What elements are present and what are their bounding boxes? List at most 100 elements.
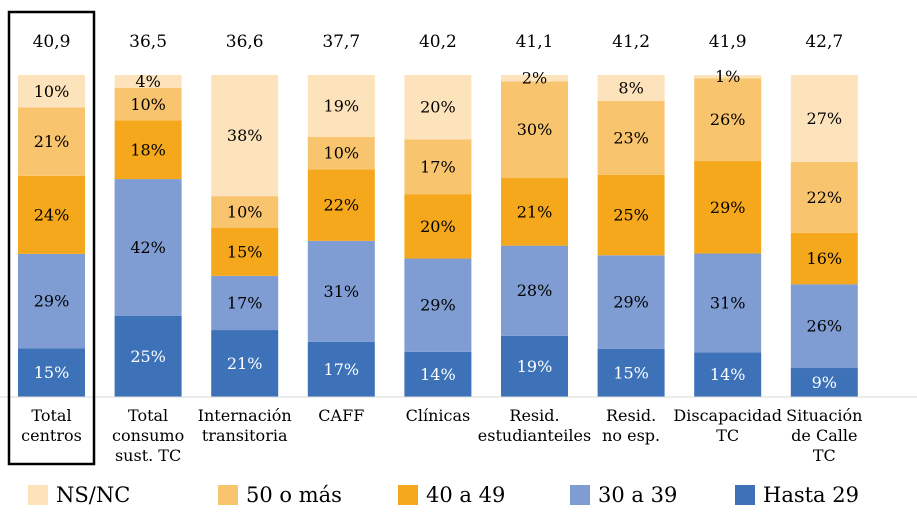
bar-segment: [694, 75, 762, 79]
segment-value-label: 10%: [324, 144, 360, 163]
segment-value-label: 20%: [420, 217, 456, 236]
segment-value-label: 15%: [613, 363, 649, 382]
segment-value-label: 16%: [807, 249, 843, 268]
segment-value-label: 21%: [517, 202, 553, 221]
bar-segment: [694, 161, 762, 254]
bar-segment: [597, 174, 665, 256]
total-value-label: 42,7: [805, 32, 843, 52]
bar-segment: [211, 196, 279, 229]
category-label: Discapacidad TC: [673, 406, 782, 445]
segment-value-label: 29%: [34, 292, 70, 311]
category-label-line: transitoria: [202, 426, 288, 445]
segment-value-label: 23%: [613, 128, 649, 147]
segment-value-label: 14%: [420, 365, 456, 384]
category-label: Resid. estudianteiles: [478, 406, 591, 445]
segment-value-label: 10%: [227, 203, 263, 222]
legend-swatch: [218, 485, 238, 505]
bar-segment: [307, 169, 375, 241]
legend-item: 40 a 49: [398, 475, 505, 515]
bar-segment: [114, 88, 182, 121]
bar-segment: [790, 161, 858, 233]
legend-swatch: [28, 485, 48, 505]
bar-segment: [18, 75, 85, 108]
segment-value-label: 15%: [34, 363, 70, 382]
bar-segment: [597, 255, 665, 349]
category-label-line: Resid.: [606, 406, 656, 425]
segment-value-label: 19%: [517, 357, 553, 376]
segment-value-label: 19%: [324, 96, 360, 115]
bar-segment: [307, 240, 375, 342]
bar-segment: [211, 330, 279, 397]
bar-segment: [18, 107, 85, 176]
bar-segment: [790, 232, 858, 285]
bar-segment: [501, 75, 568, 82]
segment-value-label: 28%: [517, 281, 553, 300]
category-label-line: de Calle: [791, 426, 857, 445]
total-value-label: 37,7: [322, 32, 360, 52]
bar-segment: [790, 75, 858, 162]
segment-value-label: 30%: [517, 120, 553, 139]
category-label-line: Resid.: [509, 406, 559, 425]
legend-swatch: [735, 485, 755, 505]
bar-segment: [790, 368, 858, 397]
segment-value-label: 26%: [710, 110, 746, 129]
bar-segment: [404, 351, 472, 397]
legend-label: 40 a 49: [426, 483, 506, 507]
legend-swatch: [398, 485, 418, 505]
bar-segment: [114, 75, 182, 89]
segment-value-label: 38%: [227, 126, 263, 145]
bar-segment: [404, 258, 472, 352]
segment-value-label: 25%: [130, 347, 166, 366]
bar-segment: [211, 228, 279, 276]
bar-segment: [694, 78, 762, 162]
segment-value-label: 21%: [34, 132, 70, 151]
segment-value-label: 24%: [34, 205, 70, 224]
category-label-line: Total: [31, 406, 71, 425]
bar-segment: [790, 284, 858, 369]
bar-segment: [18, 348, 85, 397]
category-label-line: Discapacidad: [673, 406, 782, 425]
category-label: Resid. no esp.: [602, 406, 660, 445]
segment-value-label: 25%: [613, 206, 649, 225]
segment-value-label: 22%: [324, 196, 360, 215]
legend-item: 50 o más: [218, 475, 342, 515]
bar-segment: [597, 75, 665, 101]
legend-item: 30 a 39: [570, 475, 677, 515]
totals-group: 40,9 36,5 36,6 37,7 40,2 41,1 41,2 41,9 42,7: [33, 32, 844, 52]
bar-segment: [501, 81, 568, 179]
segment-value-label: 17%: [420, 157, 456, 176]
segment-value-label: 42%: [130, 238, 166, 257]
legend-swatch: [570, 485, 590, 505]
bar-segment: [211, 75, 279, 197]
bar-segment: [114, 179, 182, 316]
bar-segment: [307, 136, 375, 170]
total-value-label: 40,9: [33, 32, 71, 52]
bar-segment: [694, 253, 762, 353]
category-label-line: CAFF: [318, 406, 364, 425]
bar-segment: [694, 352, 762, 397]
segment-value-label: 15%: [227, 242, 263, 261]
category-label-line: Internación: [198, 406, 292, 425]
legend-item: Hasta 29: [735, 475, 859, 515]
bar-segment: [18, 175, 85, 254]
bar-segment: [501, 178, 568, 246]
bar-segment: [404, 139, 472, 195]
segment-value-label: 2%: [522, 69, 547, 88]
bar-segment: [307, 341, 375, 397]
segment-value-label: 18%: [130, 140, 166, 159]
segment-value-label: 26%: [807, 317, 843, 336]
legend-label: 30 a 39: [598, 483, 678, 507]
legend-label: 50 o más: [246, 483, 342, 507]
segment-value-label: 27%: [807, 109, 843, 128]
segment-value-label: 29%: [710, 198, 746, 217]
segment-value-label: 20%: [420, 98, 456, 117]
category-label-line: consumo: [112, 426, 184, 445]
category-label: Situación de Calle TC: [786, 406, 862, 465]
segment-value-label: 17%: [227, 293, 263, 312]
segment-value-label: 21%: [227, 354, 263, 373]
total-value-label: 41,1: [516, 32, 554, 52]
bar-segment: [211, 275, 279, 331]
segment-value-label: 17%: [324, 360, 360, 379]
bar-segment: [501, 335, 568, 397]
bar-segment: [404, 194, 472, 259]
